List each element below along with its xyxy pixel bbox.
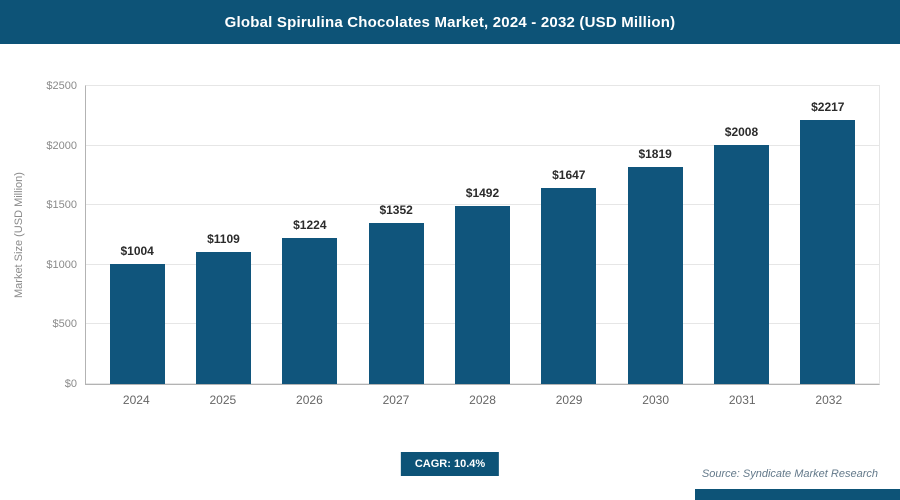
- bar-value-label: $1352: [379, 202, 413, 217]
- footer-strip: [695, 489, 900, 500]
- bars-layer: $1004 $1109 $1224 $1352 $1492 $1647 $1819 $2008…: [86, 86, 879, 384]
- bar-slot: $1819: [612, 86, 698, 384]
- bar-slot: $1109: [180, 86, 266, 384]
- bar-value-label: $1647: [552, 167, 586, 182]
- bar-slot: $2008: [698, 86, 784, 384]
- y-tick-label: $2500: [46, 80, 77, 92]
- bar: [627, 167, 683, 384]
- y-tick-label: $1500: [46, 199, 77, 212]
- gridline: [86, 144, 879, 146]
- x-tick-label: 2028: [469, 393, 496, 407]
- bar-slot: $2217: [785, 86, 871, 384]
- y-tick-label: $0: [64, 378, 77, 390]
- x-tick-label: 2026: [296, 393, 323, 407]
- bar: [541, 187, 597, 384]
- source-text: Source: Syndicate Market Research: [701, 468, 878, 480]
- bar-slot: $1647: [526, 86, 612, 384]
- bar-value-label: $1004: [120, 244, 154, 259]
- bar-value-label: $1109: [207, 231, 240, 246]
- bar-value-label: $1819: [638, 147, 672, 162]
- bar: [195, 251, 252, 384]
- gridline: [86, 204, 879, 206]
- x-tick-label: 2032: [815, 393, 843, 407]
- x-tick-label: 2027: [382, 393, 410, 407]
- gridline: [86, 85, 879, 86]
- chart-title: Global Spirulina Chocolates Market, 2024…: [0, 0, 900, 44]
- y-axis-title: Market Size (USD Million): [13, 172, 25, 298]
- bar: [368, 222, 424, 384]
- y-tick-label: $2000: [46, 139, 77, 152]
- x-tick-label: 2025: [209, 393, 237, 407]
- bar: [109, 264, 165, 384]
- y-tick-label: $1000: [46, 258, 77, 271]
- bar-value-label: $2008: [724, 124, 759, 139]
- bar-value-label: $1492: [465, 186, 500, 201]
- x-tick-label: 2029: [555, 393, 583, 407]
- bar: [454, 206, 511, 384]
- bar: [282, 238, 338, 384]
- bar: [800, 119, 856, 384]
- bar-value-label: $1224: [293, 218, 327, 233]
- bar: [713, 144, 770, 384]
- x-tick-label: 2024: [122, 393, 150, 407]
- bar-slot: $1492: [439, 86, 525, 384]
- cagr-badge: CAGR: 10.4%: [400, 452, 500, 476]
- plot-area: $0 $500 $1000 $1500 $2000 $2500 $1004 $1109 $12…: [46, 80, 880, 390]
- bar-slot: $1224: [267, 86, 353, 384]
- x-axis-labels: 2024 2025 2026 2027 2028 2029 2030 2031 2032: [85, 393, 880, 407]
- bar-slot: $1004: [94, 86, 180, 384]
- bar-value-label: $2217: [811, 99, 845, 114]
- y-tick-label: $500: [52, 318, 77, 331]
- x-tick-label: 2030: [642, 393, 669, 407]
- bar-slot: $1352: [353, 86, 439, 384]
- x-tick-label: 2031: [728, 393, 756, 407]
